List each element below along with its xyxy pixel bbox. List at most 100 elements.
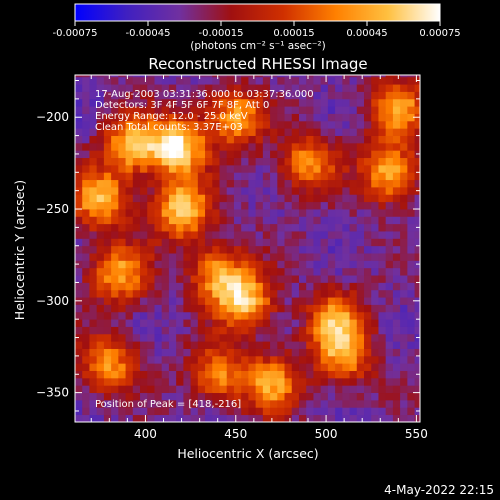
heatmap-cell <box>378 304 387 313</box>
heatmap-cell <box>183 260 192 269</box>
heatmap-cell <box>233 201 242 210</box>
heatmap-cell <box>306 363 314 371</box>
heatmap-cell <box>75 267 83 276</box>
heatmap-cell <box>248 209 257 217</box>
heatmap-cell <box>75 326 83 335</box>
heatmap-cell <box>226 223 235 232</box>
heatmap-cell <box>306 98 314 107</box>
heatmap-cell <box>111 186 119 195</box>
heatmap-cell <box>168 267 177 276</box>
heatmap-cell <box>277 399 285 408</box>
heatmap-cell <box>183 98 192 107</box>
heatmap-cell <box>205 260 213 269</box>
heatmap-cell <box>407 333 415 342</box>
heatmap-cell <box>255 179 264 188</box>
heatmap-cell <box>103 253 112 261</box>
heatmap-cell <box>241 201 249 210</box>
heatmap-cell <box>400 223 408 232</box>
heatmap-cell <box>320 253 329 261</box>
heatmap-cell <box>356 377 365 386</box>
heatmap-cell <box>248 275 257 283</box>
heatmap-cell <box>183 150 192 159</box>
heatmap-cell <box>277 172 285 181</box>
heatmap-cell <box>364 150 372 159</box>
heatmap-cell <box>241 179 249 188</box>
heatmap-cell <box>356 326 365 335</box>
heatmap-cell <box>320 209 329 217</box>
heatmap-cell <box>385 142 394 151</box>
heatmap-cell <box>356 209 365 217</box>
heatmap-cell <box>335 370 343 379</box>
heatmap-cell <box>320 260 329 269</box>
heatmap-cell <box>118 341 126 349</box>
heatmap-cell <box>147 407 155 416</box>
heatmap-cell <box>298 326 307 335</box>
heatmap-cell <box>327 76 336 85</box>
heatmap-cell <box>298 370 307 379</box>
heatmap-cell <box>125 377 134 386</box>
heatmap-cell <box>197 326 206 335</box>
heatmap-cell <box>291 186 300 195</box>
heatmap-cell <box>111 370 119 379</box>
heatmap-cell <box>197 98 206 107</box>
heatmap-cell <box>205 91 213 100</box>
heatmap-cell <box>371 348 379 357</box>
heatmap-cell <box>291 75 300 78</box>
heatmap-cell <box>364 326 372 335</box>
heatmap-cell <box>327 341 336 349</box>
heatmap-cell <box>313 76 322 85</box>
heatmap-cell <box>233 186 242 195</box>
heatmap-cell <box>111 164 119 173</box>
heatmap-cell <box>342 363 350 371</box>
heatmap-cell <box>233 84 242 92</box>
heatmap-cell <box>262 186 271 195</box>
heatmap-cell <box>190 407 199 416</box>
heatmap-cell <box>103 341 112 349</box>
heatmap-cell <box>313 164 322 173</box>
heatmap-cell <box>82 223 90 232</box>
heatmap-cell <box>219 231 228 239</box>
heatmap-cell <box>226 201 235 210</box>
heatmap-cell <box>233 260 242 269</box>
heatmap-cell <box>147 355 155 364</box>
heatmap-cell <box>176 399 184 408</box>
heatmap-cell <box>125 311 134 320</box>
heatmap-cell <box>89 231 98 239</box>
heatmap-cell <box>205 120 213 129</box>
heatmap-cell <box>262 355 271 364</box>
heatmap-cell <box>161 348 170 357</box>
heatmap-cell <box>400 319 408 327</box>
heatmap-cell <box>306 75 314 78</box>
heatmap-cell <box>125 245 134 254</box>
heatmap-cell <box>161 297 170 305</box>
heatmap-cell <box>270 113 278 122</box>
heatmap-cell <box>335 106 343 114</box>
heatmap-cell <box>414 172 420 181</box>
heatmap-cell <box>284 407 293 416</box>
heatmap-cell <box>342 355 350 364</box>
heatmap-cell <box>140 385 148 394</box>
heatmap-cell <box>385 399 394 408</box>
heatmap-cell <box>140 407 148 416</box>
heatmap-cell <box>168 75 177 78</box>
heatmap-cell <box>176 179 184 188</box>
heatmap-cell <box>255 341 264 349</box>
heatmap-cell <box>241 414 249 422</box>
heatmap-cell <box>306 341 314 349</box>
heatmap-cell <box>212 326 220 335</box>
heatmap-cell <box>212 407 220 416</box>
heatmap-cell <box>335 275 343 283</box>
heatmap-cell <box>291 414 300 422</box>
heatmap-cell <box>364 260 372 269</box>
heatmap-cell <box>342 392 350 401</box>
heatmap-cell <box>190 385 199 394</box>
heatmap-cell <box>262 120 271 129</box>
heatmap-cell <box>154 282 163 291</box>
heatmap-cell <box>255 106 264 114</box>
heatmap-cell <box>147 142 155 151</box>
heatmap-cell <box>75 311 83 320</box>
heatmap-cell <box>118 113 126 122</box>
heatmap-cell <box>205 297 213 305</box>
heatmap-cell <box>140 209 148 217</box>
heatmap-cell <box>356 348 365 357</box>
